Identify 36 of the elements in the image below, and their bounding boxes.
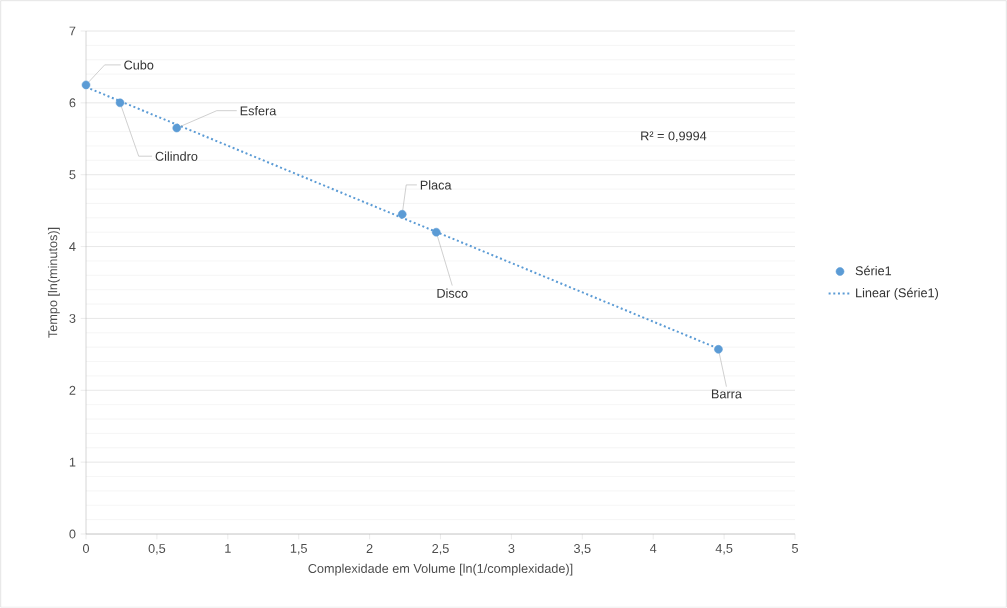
y-tick-label: 5 — [69, 170, 76, 180]
annotation: Cubo — [124, 60, 154, 70]
point — [115, 98, 125, 108]
y-tick-label: 6 — [69, 98, 76, 108]
point — [397, 209, 407, 219]
point — [431, 227, 441, 237]
annotation: Disco — [437, 288, 468, 298]
legend-label: Linear (Série1) — [856, 287, 939, 300]
y-tick-label: 0 — [69, 529, 76, 539]
annotation: Barra — [711, 389, 742, 399]
x-tick-label: 3 — [508, 544, 515, 554]
y-tick-label: 1 — [69, 457, 76, 467]
x-tick-label: 0 — [82, 544, 90, 554]
legend-label: Série1 — [855, 265, 892, 276]
y-axis-title: Tempo [ln(minutos)] — [47, 227, 60, 338]
annotation: Cilindro — [155, 151, 198, 161]
x-tick-label: 4,5 — [715, 544, 733, 555]
y-tick-label: 3 — [69, 313, 76, 323]
y-tick-label: 2 — [69, 385, 76, 395]
y-tick-label: 4 — [69, 242, 76, 251]
point — [714, 345, 723, 354]
point — [81, 80, 91, 90]
x-axis-title: Complexidade em Volume [ln(1/complexidade)] — [308, 563, 573, 576]
y-tick-label: 7 — [69, 26, 76, 36]
x-tick-label: 2 — [366, 544, 373, 553]
x-tick-label: 3,5 — [573, 544, 591, 555]
x-tick-label: 4 — [649, 544, 657, 553]
x-tick-label: 5 — [791, 544, 798, 553]
x-tick-label: 2,5 — [432, 544, 449, 555]
x-tick-label: 0,5 — [148, 544, 166, 555]
x-tick-label: 1 — [225, 544, 231, 553]
point — [172, 123, 182, 133]
annotation: R² = 0,9994 — [641, 131, 707, 142]
x-tick-label: 1,5 — [290, 544, 307, 555]
annotation: Placa — [420, 180, 452, 190]
annotation: Esfera — [240, 106, 277, 116]
